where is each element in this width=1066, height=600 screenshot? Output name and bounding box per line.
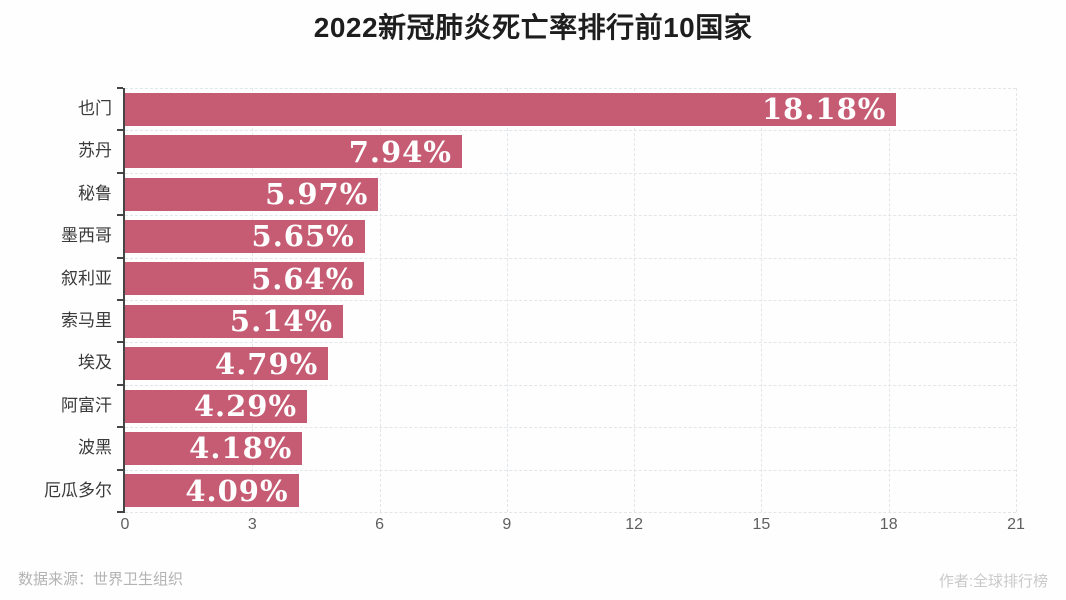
y-axis-tick — [117, 426, 123, 429]
bar: 4.18% — [125, 431, 303, 466]
bar: 7.94% — [125, 134, 462, 169]
bar-value-label: 5.97% — [265, 177, 369, 211]
horizontal-gridline — [125, 427, 1016, 429]
bar: 4.29% — [125, 389, 308, 423]
bar-value-label: 4.09% — [185, 473, 289, 508]
category-label: 厄瓜多尔 — [44, 480, 112, 500]
bar: 5.97% — [125, 177, 379, 211]
author-label: 作者:全球排行榜 — [938, 573, 1048, 590]
y-axis-tick — [117, 171, 123, 174]
x-tick-label: 3 — [247, 516, 257, 533]
plot-area: 也门 18.18% 苏丹 7.94% 秘鲁 5.97% 墨西哥 5.65% 叙利亚 5.64% 索马… — [44, 87, 1017, 513]
y-axis-tick — [117, 214, 123, 217]
y-axis-tick — [117, 383, 123, 386]
horizontal-gridline — [125, 88, 1016, 89]
vertical-gridline — [1016, 88, 1017, 512]
horizontal-gridline — [125, 257, 1016, 259]
vertical-gridline — [888, 88, 890, 512]
horizontal-gridline — [125, 384, 1016, 386]
bar-value-label: 5.14% — [229, 304, 334, 339]
vertical-gridline — [634, 88, 636, 512]
bar: 5.14% — [125, 304, 344, 339]
vertical-gridline — [761, 88, 763, 512]
bar-value-label: 4.18% — [189, 431, 293, 466]
footer: 数据来源：世界卫生组织 作者:全球排行榜 — [0, 562, 1066, 600]
bar-value-label: 4.79% — [215, 346, 319, 381]
bar-value-label: 5.64% — [251, 261, 355, 296]
y-axis-tick — [117, 341, 123, 344]
x-tick-label: 15 — [752, 516, 771, 533]
y-axis-tick — [117, 256, 123, 259]
horizontal-gridline — [125, 469, 1016, 471]
y-axis-tick — [117, 511, 123, 513]
x-tick-label: 6 — [375, 516, 385, 533]
data-source-label: 数据来源：世界卫生组织 — [18, 571, 184, 588]
bar: 4.09% — [125, 473, 299, 508]
x-tick-label: 0 — [120, 516, 130, 533]
category-label: 索马里 — [61, 311, 112, 330]
y-axis-line — [123, 88, 125, 513]
category-label: 埃及 — [78, 353, 112, 373]
vertical-gridline — [252, 88, 254, 512]
vertical-gridline — [379, 88, 381, 512]
bar: 18.18% — [125, 92, 897, 127]
category-label: 苏丹 — [78, 141, 112, 161]
vertical-gridline — [506, 88, 508, 512]
horizontal-gridline — [125, 300, 1016, 301]
bar-value-label: 7.94% — [348, 134, 452, 169]
horizontal-gridline — [125, 172, 1016, 174]
x-tick-label: 12 — [625, 516, 644, 533]
bar-value-label: 5.65% — [251, 219, 355, 254]
y-axis-tick — [117, 299, 123, 301]
category-label: 也门 — [78, 99, 112, 118]
bar-value-label: 18.18% — [761, 92, 887, 127]
bar: 5.65% — [125, 219, 365, 254]
y-axis-tick — [117, 468, 123, 471]
y-axis-tick — [117, 87, 123, 89]
category-label: 墨西哥 — [61, 226, 112, 246]
horizontal-gridline — [125, 130, 1016, 132]
x-tick-label: 9 — [502, 516, 512, 533]
x-tick-label: 21 — [1007, 516, 1025, 533]
horizontal-gridline — [125, 342, 1016, 344]
bar: 4.79% — [125, 346, 329, 381]
horizontal-gridline — [125, 512, 1016, 513]
chart-title: 2022新冠肺炎死亡率排行前10国家 — [313, 12, 753, 43]
horizontal-gridline — [125, 215, 1016, 217]
bar-value-label: 4.29% — [193, 389, 298, 423]
x-tick-label: 18 — [879, 516, 898, 533]
y-axis-tick — [117, 129, 123, 132]
category-label: 波黑 — [78, 438, 112, 458]
bar: 5.64% — [125, 261, 365, 296]
x-axis: 0 3 6 9 12 15 18 21 — [121, 516, 1025, 540]
category-label: 叙利亚 — [61, 268, 112, 288]
category-label: 阿富汗 — [61, 395, 112, 415]
category-label: 秘鲁 — [78, 183, 112, 203]
